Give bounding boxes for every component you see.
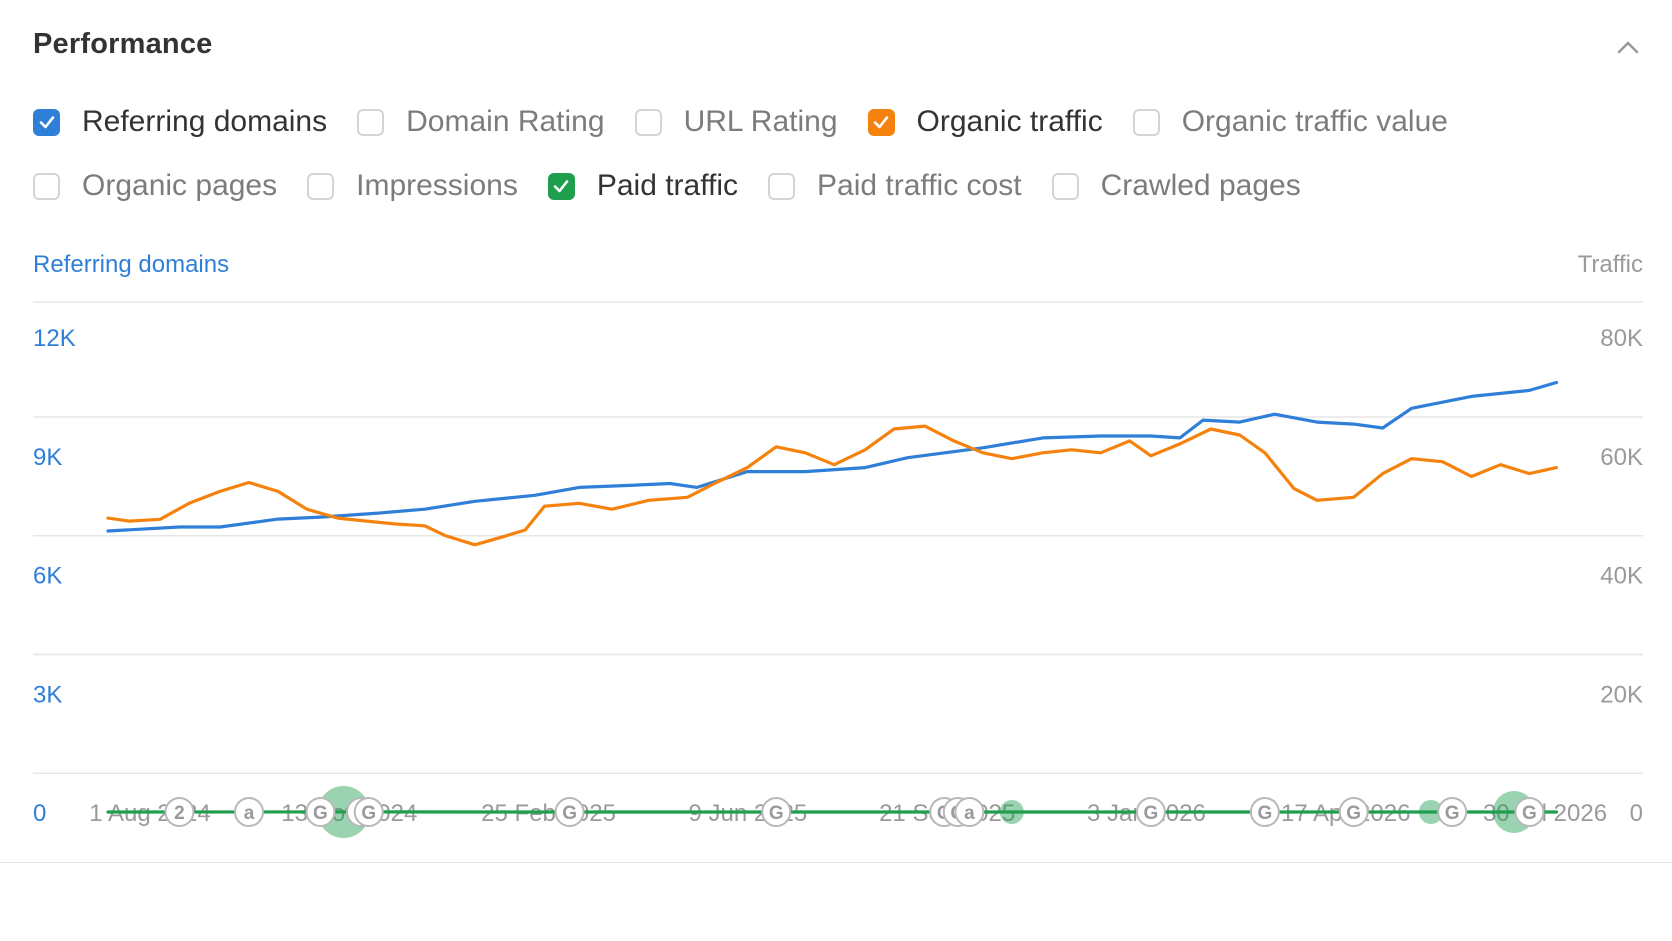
annotation-marker[interactable]: G [761,797,792,827]
metric-label: Organic traffic value [1181,105,1448,138]
annotation-circle [164,797,195,827]
page-title: Performance [33,28,213,60]
metric-row: Referring domains Domain Rating URL Rating… [33,100,1643,144]
metric-toggle-organic-traffic[interactable]: Organic traffic [867,105,1103,139]
annotation-marker[interactable]: a [233,797,264,827]
metric-row: Organic pages Impressions Paid traffic Paid… [33,164,1643,208]
metric-toggle-organic-pages[interactable]: Organic pages [33,169,277,203]
checkmark-icon [873,116,889,129]
left-axis-title: Referring domains [33,251,229,278]
metric-toggle-paid-traffic-cost[interactable]: Paid traffic cost [768,169,1022,203]
metric-toggle-url-rating[interactable]: URL Rating [634,105,838,139]
annotation-circle [761,797,792,827]
checkbox[interactable] [1051,172,1079,200]
metric-toggle-domain-rating[interactable]: Domain Rating [357,105,605,139]
annotation-marker[interactable]: a [954,797,985,827]
annotation-circle [554,797,585,827]
metric-label: Organic traffic [916,105,1103,138]
left-tick-label: 3K [33,681,62,708]
right-tick-label: 20K [1600,681,1643,708]
annotation-label: G [313,803,328,824]
chevron-up-icon [1617,41,1639,54]
annotation-label: 2 [174,803,185,824]
annotation-circle [233,797,264,827]
annotation-label: a [244,803,255,824]
left-tick-label: 6K [33,563,62,590]
left-tick-label: 12K [33,325,76,352]
annotation-marker[interactable]: G [305,797,336,827]
annotation-label: G [562,803,577,824]
right-tick-label: 40K [1600,563,1643,590]
right-tick-label: 60K [1600,444,1643,471]
annotation-label: G [361,803,376,824]
checkbox[interactable] [547,172,575,200]
checkbox[interactable] [768,172,796,200]
metric-label: Organic pages [82,169,278,202]
metric-label: Paid traffic [596,169,739,202]
series-line-organic-traffic [106,424,1559,547]
checkbox[interactable] [1132,108,1160,136]
metric-toggle-impressions[interactable]: Impressions [307,169,518,203]
metric-label: URL Rating [683,105,838,138]
annotation-marker[interactable]: G [1437,797,1468,827]
annotation-circle [1338,797,1369,827]
metric-toggle-paid-traffic[interactable]: Paid traffic [547,169,739,203]
annotation-circle [1135,797,1166,827]
metric-label: Domain Rating [406,105,605,138]
metric-toggles: Referring domains Domain Rating URL Rating… [33,100,1643,228]
annotation-label: G [1346,803,1361,824]
checkbox[interactable] [867,108,895,136]
annotation-circle [1249,797,1280,827]
checkbox[interactable] [33,108,60,136]
annotation-label: a [964,803,975,824]
annotation-marker[interactable]: G [1514,797,1545,827]
annotation-marker[interactable]: 2 [164,797,195,827]
annotation-label: G [1144,803,1159,824]
checkbox[interactable] [33,172,60,200]
annotation-label: G [1257,803,1272,824]
left-tick-label: 9K [33,444,62,471]
performance-chart: Referring domains Traffic 0 0 3K 20K 6K 40K 9K 60… [33,251,1643,838]
annotation-circle [1514,797,1545,827]
collapse-button[interactable] [1613,32,1643,62]
right-tick-label: 0 [1630,800,1643,827]
annotation-circle [305,797,336,827]
left-tick-label: 0 [33,800,46,827]
annotation-label: G [1445,803,1460,824]
annotation-circle [353,797,384,827]
checkbox[interactable] [357,108,385,136]
annotation-label: G [769,803,784,824]
metric-label: Referring domains [82,105,328,138]
annotation-marker[interactable]: G [1338,797,1369,827]
annotation-marker[interactable]: G [1249,797,1280,827]
annotation-marker[interactable]: G [554,797,585,827]
right-tick-label: 80K [1600,325,1643,352]
checkmark-icon [554,180,569,193]
right-axis-title: Traffic [1578,251,1643,278]
metric-toggle-referring-domains[interactable]: Referring domains [33,105,327,139]
annotation-circle [1437,797,1468,827]
checkbox[interactable] [634,108,662,136]
annotation-label: G [1522,803,1537,824]
checkbox[interactable] [307,172,335,200]
annotation-marker[interactable]: G [1135,797,1166,827]
checkmark-icon [39,116,54,129]
section-divider [0,862,1672,863]
event-bubble [1418,800,1443,824]
performance-header: Performance [33,28,1643,68]
metric-toggle-organic-traffic-value[interactable]: Organic traffic value [1132,105,1448,139]
event-bubble [999,800,1024,824]
metric-label: Crawled pages [1100,169,1301,202]
metric-label: Impressions [356,169,518,202]
annotation-circle [954,797,985,827]
metric-label: Paid traffic cost [817,169,1022,202]
series-line-referring-domains [106,380,1559,533]
annotation-marker[interactable]: G [353,797,384,827]
metric-toggle-crawled-pages[interactable]: Crawled pages [1051,169,1301,203]
